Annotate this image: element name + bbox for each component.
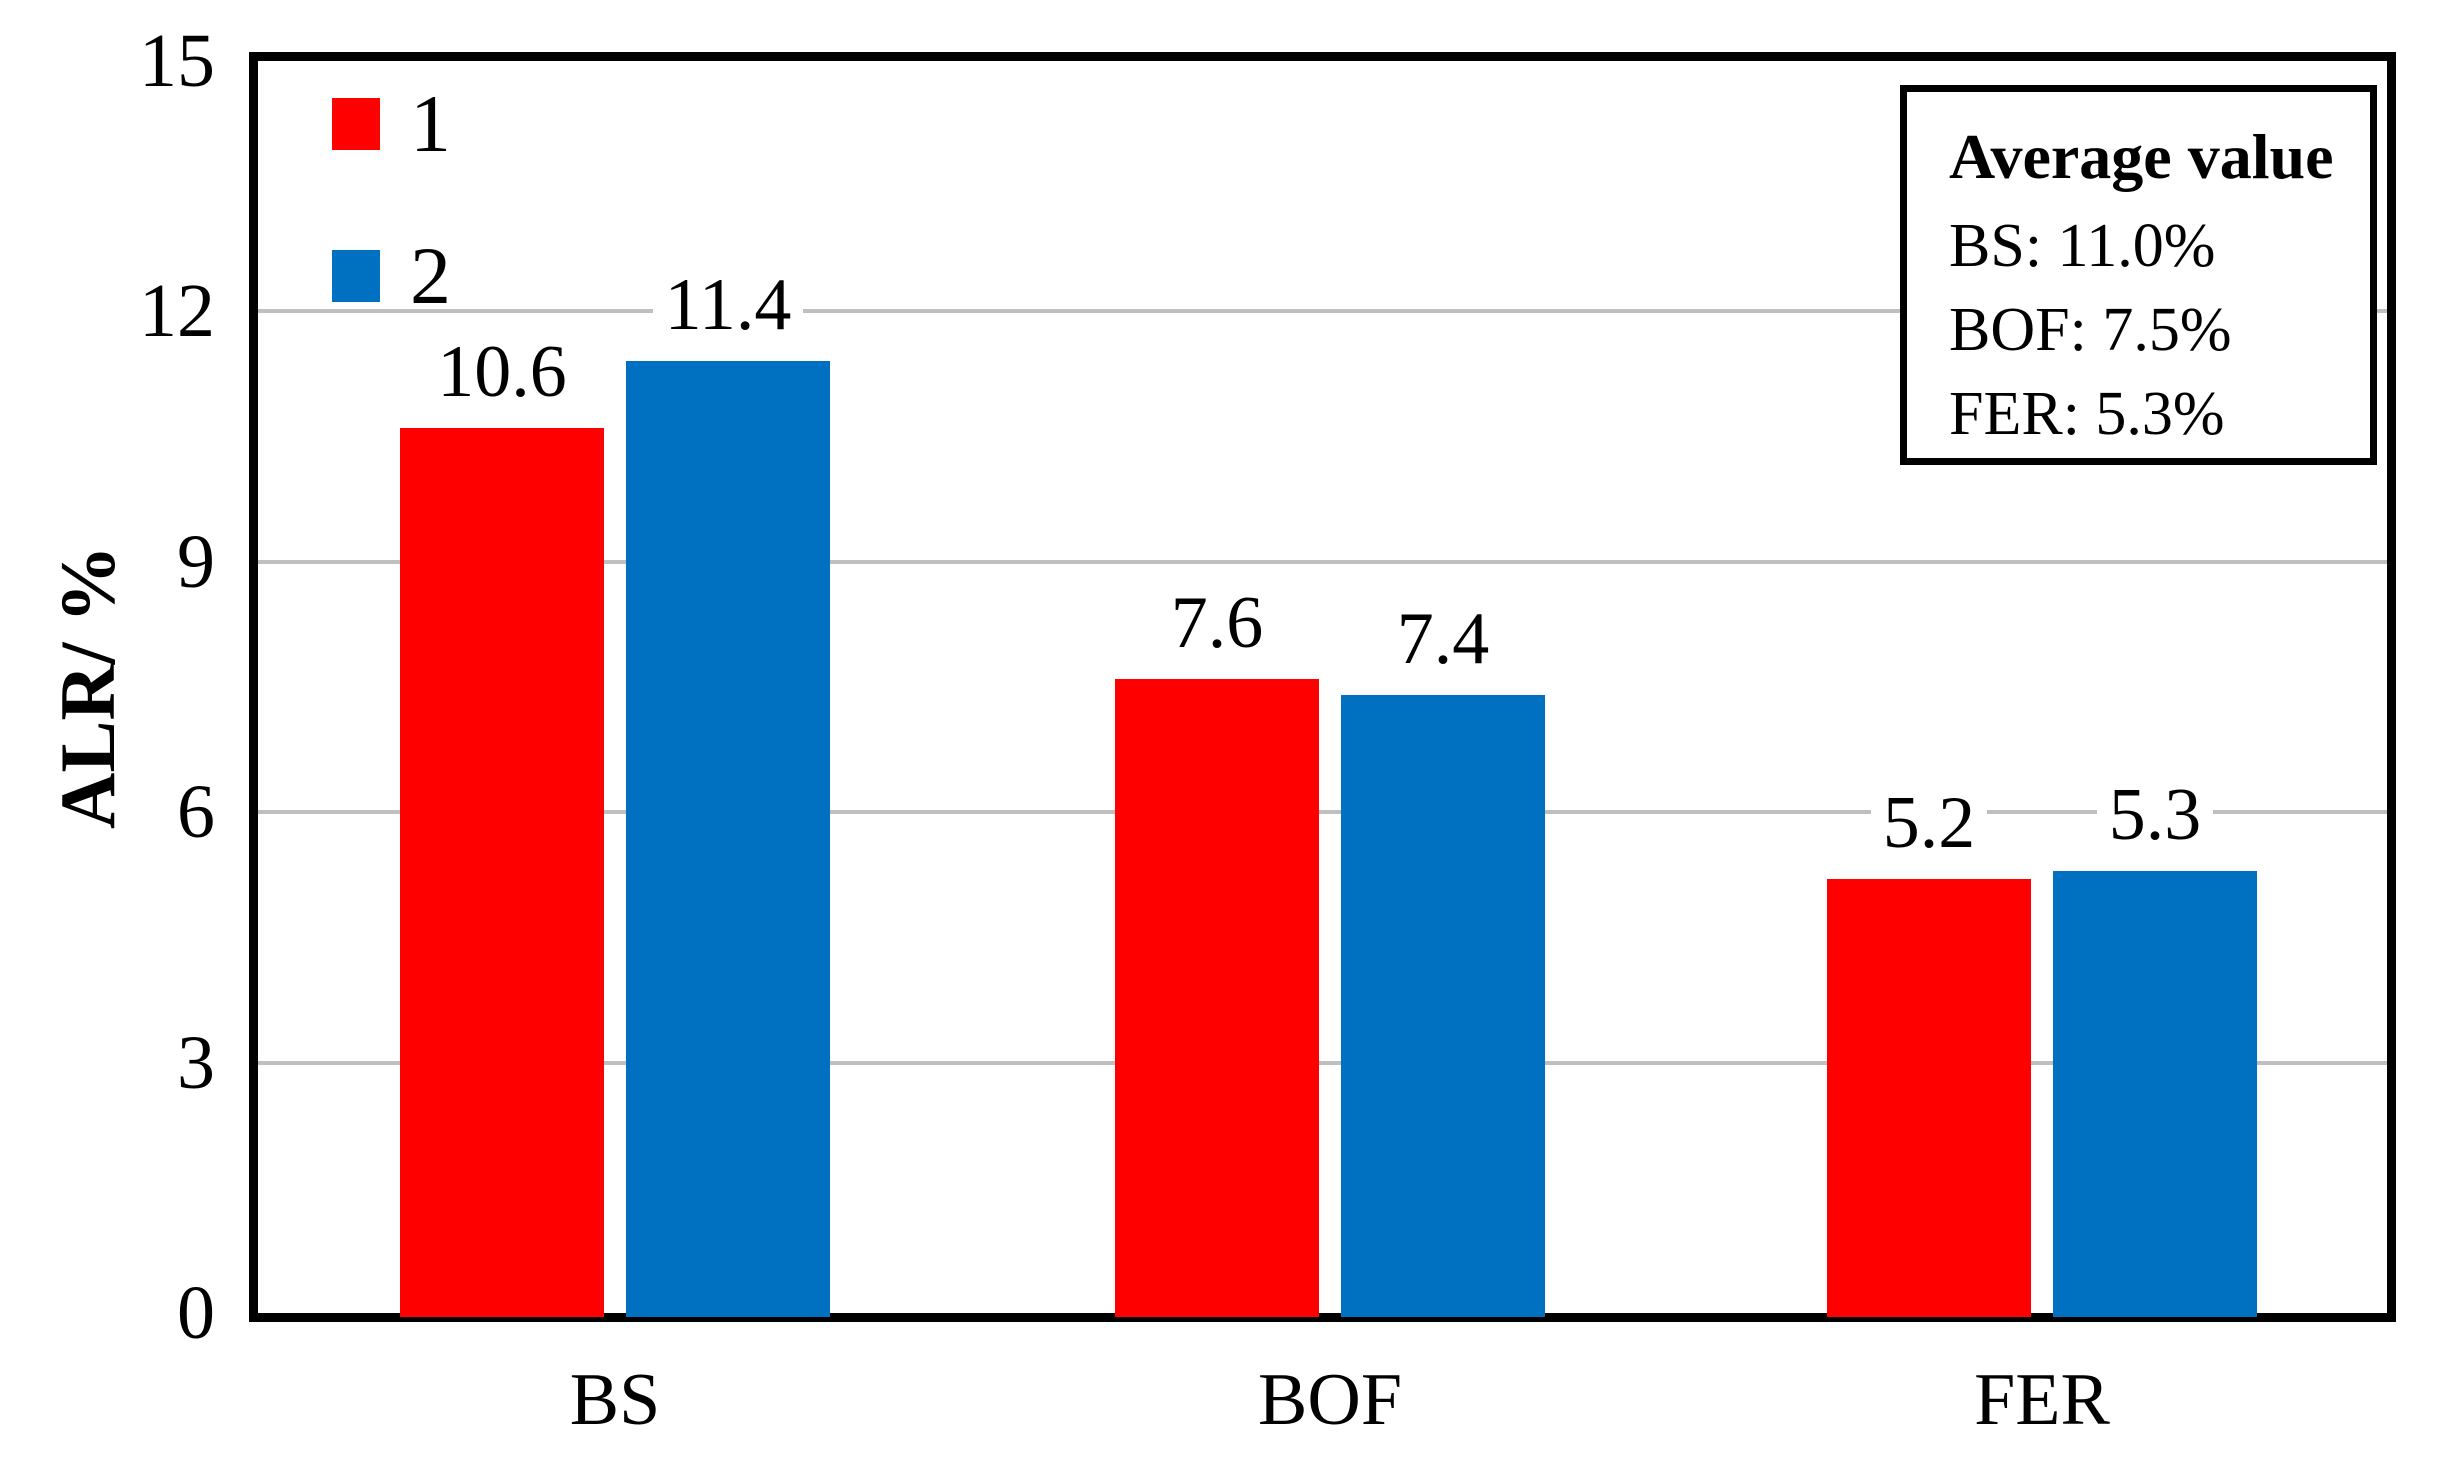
legend-item-series-2: 2 [332, 230, 451, 321]
x-category-label-fer: FER [1974, 1359, 2110, 1441]
bar-fer-series-1 [1827, 878, 2031, 1317]
x-category-label-bs: BS [569, 1359, 661, 1441]
average-value-annotation-box: Average value BS: 11.0% BOF: 7.5% FER: 5… [1900, 85, 2377, 465]
gridline-y-9 [258, 559, 2387, 564]
annotation-line-bof: BOF: 7.5% [1949, 296, 2232, 364]
value-label-bof-series-2: 7.4 [1293, 591, 1593, 688]
x-category-label-bof: BOF [1258, 1359, 1402, 1441]
series-1-color-swatch [332, 98, 380, 150]
value-label-bs-series-1: 10.6 [352, 324, 652, 421]
bar-bof-series-2 [1341, 695, 1545, 1317]
y-tick-label-12: 12 [139, 269, 215, 354]
value-label-bof-series-1: 7.6 [1067, 574, 1367, 671]
series-1-label: 1 [410, 78, 451, 169]
value-label-fer-series-1: 5.2 [1779, 774, 2079, 871]
y-tick-label-3: 3 [177, 1020, 215, 1105]
series-2-color-swatch [332, 250, 380, 302]
annotation-line-fer: FER: 5.3% [1949, 380, 2225, 448]
y-axis-title: ALR/ % [44, 545, 131, 829]
y-tick-label-15: 15 [139, 19, 215, 103]
plot-area-frame [249, 52, 2396, 1322]
annotation-title: Average value [1949, 121, 2334, 192]
y-tick-label-9: 9 [177, 519, 215, 604]
gridline-y-12 [258, 309, 2387, 314]
bar-bof-series-1 [1115, 678, 1319, 1317]
annotation-line-bs: BS: 11.0% [1949, 212, 2216, 280]
series-2-label: 2 [410, 230, 451, 321]
value-label-fer-series-2: 5.3 [2005, 766, 2305, 863]
bar-bs-series-2 [626, 361, 830, 1317]
gridline-y-6 [258, 810, 2387, 815]
legend-item-series-1: 1 [332, 78, 451, 169]
bar-fer-series-2 [2053, 870, 2257, 1317]
value-label-bs-series-2: 11.4 [578, 257, 878, 354]
y-tick-label-6: 6 [177, 770, 215, 855]
y-tick-label-0: 0 [177, 1271, 215, 1355]
gridline-y-3 [258, 1060, 2387, 1065]
bar-bs-series-1 [400, 428, 604, 1317]
